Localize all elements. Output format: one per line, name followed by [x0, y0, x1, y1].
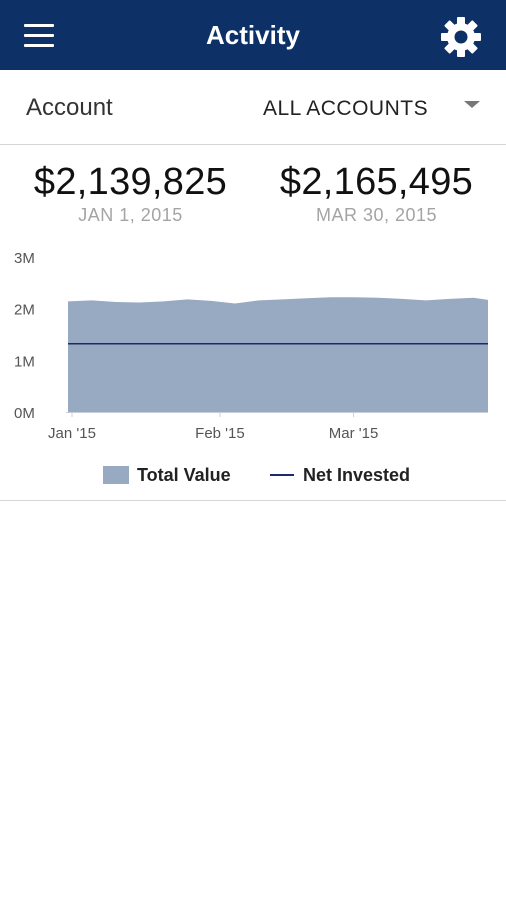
- activity-chart: 0M 1M 2M 3M Jan '15 Feb '15 Mar '15: [0, 240, 506, 460]
- start-date: JAN 1, 2015: [78, 205, 183, 225]
- caret-down-icon: [464, 101, 480, 108]
- end-date: MAR 30, 2015: [315, 205, 438, 225]
- y-tick-label: 2M: [14, 302, 35, 319]
- chart-legend: Total Value Net Invested: [0, 462, 506, 488]
- account-selector-row: Account ALL ACCOUNTS: [0, 70, 506, 145]
- page-title: Activity: [206, 20, 300, 50]
- start-value: $2,139,825: [33, 161, 228, 203]
- account-dropdown-value: ALL ACCOUNTS: [263, 97, 429, 120]
- end-summary: $2,165,495 MAR 30, 2015: [250, 160, 503, 226]
- total-value-area: [68, 297, 488, 412]
- account-label: Account: [26, 94, 113, 121]
- legend-swatch-net-invested: [270, 474, 294, 476]
- hamburger-menu-icon[interactable]: [20, 20, 62, 52]
- account-dropdown[interactable]: ALL ACCOUNTS: [250, 70, 506, 145]
- gear-icon[interactable]: [438, 14, 484, 60]
- value-summary: $2,139,825 JAN 1, 2015 $2,165,495 MAR 30…: [0, 160, 506, 230]
- y-tick-label: 3M: [14, 250, 35, 267]
- start-summary: $2,139,825 JAN 1, 2015: [4, 160, 257, 226]
- legend-label-net-invested: Net Invested: [303, 465, 411, 485]
- x-tick-label: Jan '15: [48, 425, 96, 442]
- end-value: $2,165,495: [279, 161, 474, 203]
- app-bar: Activity: [0, 0, 506, 70]
- y-tick-label: 0M: [14, 405, 35, 422]
- legend-swatch-total-value: [103, 466, 129, 484]
- x-tick-label: Mar '15: [329, 425, 379, 442]
- section-divider: [0, 500, 506, 501]
- chart-svg: 0M 1M 2M 3M Jan '15 Feb '15 Mar '15: [14, 250, 488, 442]
- x-tick-label: Feb '15: [195, 425, 245, 442]
- legend-label-total-value: Total Value: [137, 465, 231, 485]
- y-tick-label: 1M: [14, 353, 35, 370]
